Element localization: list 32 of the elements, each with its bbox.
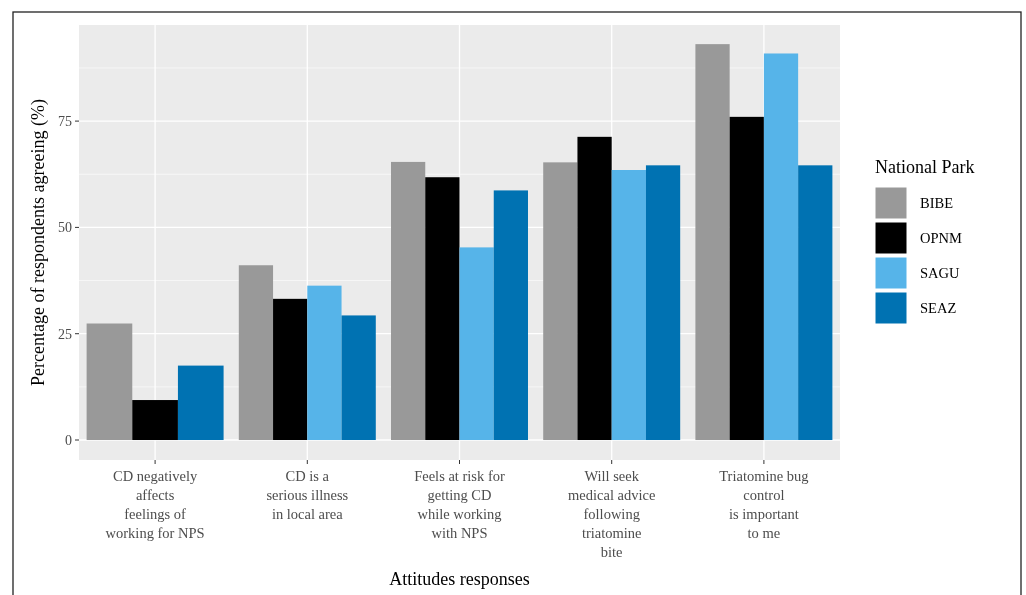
- legend-label: OPNM: [920, 230, 963, 247]
- bar: [543, 162, 578, 441]
- bar: [798, 165, 833, 441]
- bar: [695, 44, 730, 441]
- y-tick-label: 0: [65, 432, 72, 448]
- legend-title: National Park: [875, 157, 975, 177]
- bar: [273, 298, 308, 441]
- bar: [645, 165, 681, 441]
- legend-label: SEAZ: [920, 300, 957, 317]
- x-tick-label: CD negatively affects feelings of working for NPS: [105, 468, 205, 541]
- bar: [238, 265, 274, 441]
- bar: [425, 177, 460, 441]
- y-axis-title: Percentage of respondents agreeing (%): [28, 99, 49, 386]
- bar: [763, 53, 799, 441]
- bar: [459, 247, 494, 441]
- bar: [577, 136, 612, 441]
- y-tick-label: 25: [58, 326, 72, 342]
- legend-label: BIBE: [920, 195, 954, 212]
- x-axis-title: Attitudes responses: [389, 569, 530, 589]
- bar: [493, 190, 528, 441]
- x-tick-label: Will seek medical advice following triatomine bite: [568, 468, 656, 560]
- bar: [391, 161, 426, 441]
- x-tick-label: Triatomine bug control is important to me: [719, 468, 809, 541]
- x-tick-label: Feels at risk for getting CD while working with NPS: [414, 468, 505, 541]
- y-tick-label: 75: [58, 114, 72, 129]
- x-tick-label: CD is a serious illness in local area: [266, 468, 349, 522]
- bar: [341, 315, 376, 441]
- bar: [611, 170, 646, 441]
- legend-label: SAGU: [920, 265, 961, 282]
- bar: [307, 285, 342, 441]
- bar: [729, 116, 764, 441]
- y-tick-label: 50: [58, 220, 72, 236]
